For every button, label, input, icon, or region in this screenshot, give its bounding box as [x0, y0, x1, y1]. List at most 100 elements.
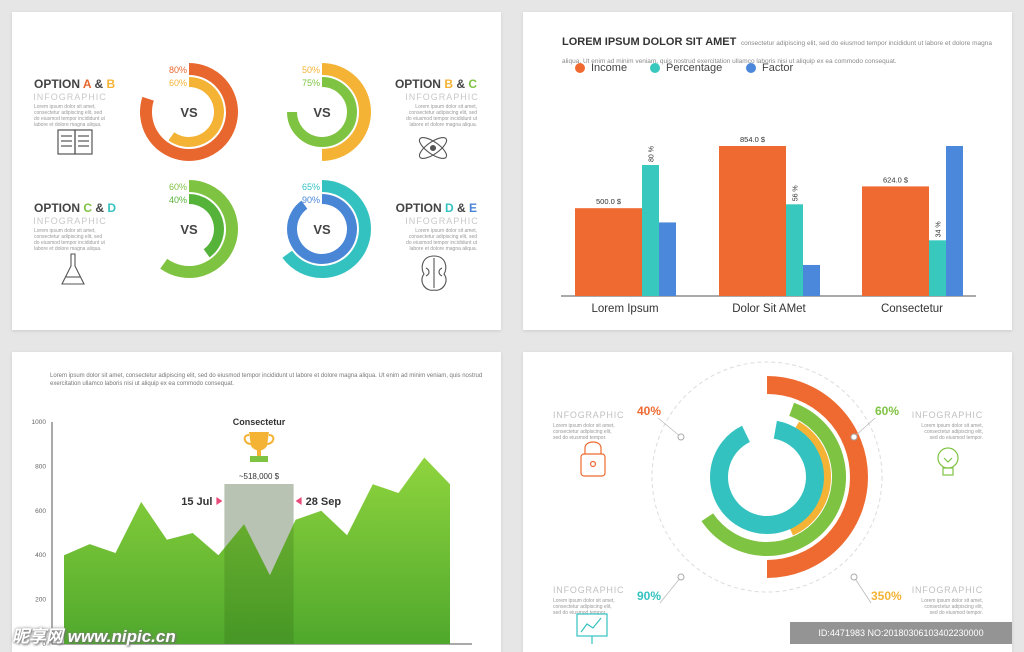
legend-percentage-label: Percentage — [666, 62, 723, 74]
option-subtitle-2: INFOGRAPHIC — [33, 216, 107, 226]
ring-outer-arc — [321, 63, 371, 161]
bar-chart-panel: LOREM IPSUM DOLOR SIT AMET consectetur a… — [523, 12, 1012, 330]
highlight-end-date: 28 Sep — [306, 496, 342, 508]
ring-center-label: VS — [313, 222, 331, 237]
image-id-strip: ID:4471983 NO:20180306103402230000 — [790, 622, 1012, 644]
y-tick-label: 1000 — [32, 419, 47, 426]
option-lorem-line: consectetur adipiscing elit, sed — [409, 234, 477, 240]
option-amp: & — [453, 77, 468, 91]
ring-outer-arc — [160, 180, 238, 278]
info-label-lorem: Lorem ipsum dolor sit amet, — [921, 423, 983, 429]
option-lorem-line: labore et dolore magna aliqua. — [409, 246, 477, 252]
concentric-arc-3 — [710, 420, 824, 534]
option-lorem-line: consectetur adipiscing elit, sed — [34, 234, 102, 240]
info-label-title-0: INFOGRAPHIC — [553, 410, 624, 420]
ring-outer-pct: 50% — [302, 65, 320, 75]
ring-pair-2: VS 60% 40% — [160, 180, 238, 278]
bar-income-0 — [575, 208, 642, 296]
y-tick-label: 600 — [35, 508, 46, 515]
site-watermark: 昵享网 www.nipic.cn — [12, 627, 176, 646]
lock-shackle — [584, 441, 602, 454]
info-label-lorem: Lorem ipsum dolor sit amet, — [921, 598, 983, 604]
legend-income-swatch — [575, 63, 585, 73]
option-lorem-line: do eiusmod tempor incididunt ut — [34, 240, 105, 246]
option-lorem-line: consectetur adipiscing elit, sed — [409, 110, 477, 116]
board — [576, 613, 608, 637]
ring-outer-pct: 65% — [302, 182, 320, 192]
concentric-arcs-panel: INFOGRAPHIC Lorem ipsum dolor sit amet, co… — [523, 352, 1012, 652]
brain-outline — [421, 255, 447, 291]
option-lorem-line: Lorem ipsum dolor sit amet, — [415, 104, 477, 110]
option-title-3: OPTION D & E — [396, 201, 477, 215]
bar-value-label: 500.0 $ — [596, 197, 622, 206]
ring-pair-3: VS 65% 90% — [282, 180, 371, 278]
bar-value-label: 56 % — [793, 185, 800, 201]
option-letter-1: A — [83, 77, 92, 91]
info-label-lorem: consectetur adipiscing elit, — [924, 429, 983, 435]
bar-value-label: 1.28 — [666, 225, 673, 239]
ring-inner-arc — [188, 194, 224, 258]
book-page-left — [57, 129, 76, 155]
ring-outer-pct: 60% — [169, 182, 187, 192]
option-letter-1: C — [83, 201, 92, 215]
bar-chart-description: consectetur adipiscing elit, sed do eius… — [562, 40, 992, 65]
dashed-guide-circle — [651, 361, 883, 593]
bar-value-label: 624.0 $ — [883, 175, 909, 184]
info-label-lorem: sed do eiusmod tempor. — [930, 435, 983, 441]
legend-percentage-swatch — [650, 63, 660, 73]
bar-income-1 — [719, 146, 786, 296]
option-lorem-line: do eiusmod tempor incididunt ut — [406, 240, 477, 246]
lightbulb-icon — [937, 447, 959, 476]
connector-line — [657, 417, 682, 438]
category-label-0: Lorem Ipsum — [591, 303, 658, 315]
ring-center-label: VS — [180, 222, 198, 237]
info-label-lorem: sed do eiusmod tempor. — [553, 435, 606, 441]
option-lorem-line: labore et dolore magna aliqua. — [409, 122, 477, 128]
ring-inner-pct: 40% — [169, 195, 187, 205]
highlight-start-date: 15 Jul — [181, 496, 212, 508]
option-lorem-line: consectetur adipiscing elit, sed — [34, 110, 102, 116]
ring-pair-0: VS 80% 60% — [140, 63, 238, 161]
ring-inner-pct: 60% — [169, 78, 187, 88]
area-chart-description: Lorem ipsum dolor sit amet, consectetur … — [50, 373, 483, 387]
flask-icon — [61, 253, 85, 285]
info-label-lorem: Lorem ipsum dolor sit amet, — [553, 423, 615, 429]
concentric-arc-0 — [766, 376, 868, 578]
bar-value-label: 854.0 $ — [740, 135, 766, 144]
ring-center-label: VS — [313, 105, 331, 120]
bulb-filament — [943, 457, 953, 463]
option-amp: & — [92, 201, 107, 215]
option-letter-2: E — [469, 201, 477, 215]
option-title-0: OPTION A & B — [34, 77, 115, 91]
bulb-glass — [937, 447, 959, 469]
connector-line — [853, 576, 872, 604]
info-label-lorem: sed do eiusmod tempor. — [553, 610, 606, 616]
start-marker-arrow — [216, 497, 223, 505]
trophy-handles — [243, 434, 275, 445]
legend-income: Income — [575, 62, 627, 74]
info-label-title-1: INFOGRAPHIC — [912, 410, 983, 420]
connector-dot — [677, 573, 685, 581]
area-chart-panel: Lorem ipsum dolor sit amet, consectetur … — [12, 352, 501, 652]
connector-line — [853, 417, 876, 438]
board-chart — [580, 617, 602, 633]
ring-inner-arc — [287, 77, 357, 147]
bar-factor-2 — [946, 146, 963, 296]
bar-percentage-2 — [929, 240, 946, 296]
bar-chart-svg: 500.0 $ 80 % 1.28 Lorem Ipsum 854.0 $ 56 % 0.5… — [561, 135, 976, 315]
connector-dot — [850, 433, 858, 441]
option-subtitle-3: INFOGRAPHIC — [405, 216, 479, 226]
y-tick-label: 200 — [35, 597, 46, 604]
info-label-title-3: INFOGRAPHIC — [912, 585, 983, 595]
connector-dot — [850, 573, 858, 581]
highlight-title: Consectetur — [233, 417, 286, 427]
option-word: OPTION — [395, 77, 444, 91]
legend-income-label: Income — [591, 62, 628, 74]
ring-outer-arc — [140, 63, 238, 161]
option-word: OPTION — [34, 77, 83, 91]
y-tick-label: 800 — [35, 463, 46, 470]
area-series — [64, 457, 450, 644]
option-title-2: OPTION C & D — [34, 201, 116, 215]
bar-chart-title: LOREM IPSUM DOLOR SIT AMET — [562, 36, 737, 48]
